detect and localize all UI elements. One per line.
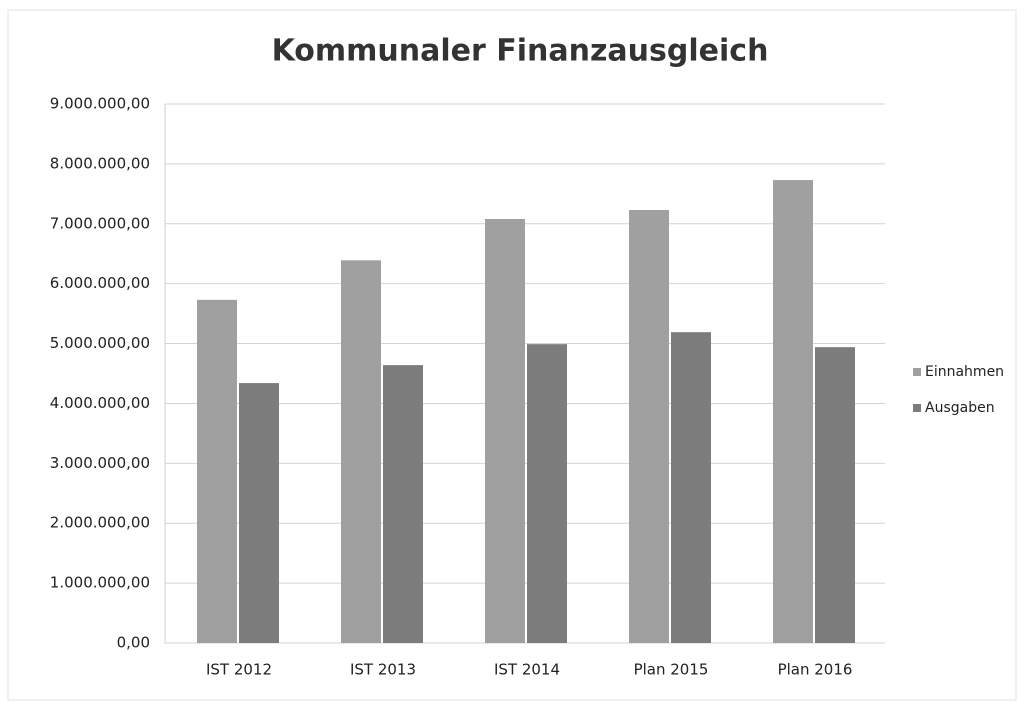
bar bbox=[773, 180, 813, 643]
y-tick-label: 5.000.000,00 bbox=[50, 334, 150, 352]
x-tick-label: Plan 2015 bbox=[634, 661, 709, 679]
legend-label: Einnahmen bbox=[925, 364, 1004, 380]
bar bbox=[671, 332, 711, 643]
legend-swatch bbox=[913, 404, 921, 412]
bar bbox=[341, 260, 381, 643]
bar bbox=[239, 383, 279, 643]
y-tick-label: 6.000.000,00 bbox=[50, 274, 150, 292]
y-tick-label: 2.000.000,00 bbox=[50, 514, 150, 532]
y-tick-label: 3.000.000,00 bbox=[50, 454, 150, 472]
y-tick-label: 0,00 bbox=[117, 634, 150, 652]
x-tick-label: Plan 2016 bbox=[778, 661, 853, 679]
bar bbox=[815, 347, 855, 643]
legend-swatch bbox=[913, 368, 921, 376]
y-tick-label: 9.000.000,00 bbox=[50, 95, 150, 113]
y-tick-label: 4.000.000,00 bbox=[50, 394, 150, 412]
x-tick-label: IST 2012 bbox=[206, 661, 272, 679]
y-tick-label: 1.000.000,00 bbox=[50, 574, 150, 592]
bar bbox=[629, 210, 669, 643]
bar bbox=[197, 299, 237, 643]
legend-label: Ausgaben bbox=[925, 400, 995, 416]
y-tick-label: 8.000.000,00 bbox=[50, 154, 150, 172]
x-tick-label: IST 2014 bbox=[494, 661, 560, 679]
chart-title: Kommunaler Finanzausgleich bbox=[272, 34, 769, 69]
bar bbox=[383, 365, 423, 643]
y-tick-label: 7.000.000,00 bbox=[50, 214, 150, 232]
bar bbox=[485, 218, 525, 643]
x-tick-label: IST 2013 bbox=[350, 661, 416, 679]
bar bbox=[527, 344, 567, 643]
